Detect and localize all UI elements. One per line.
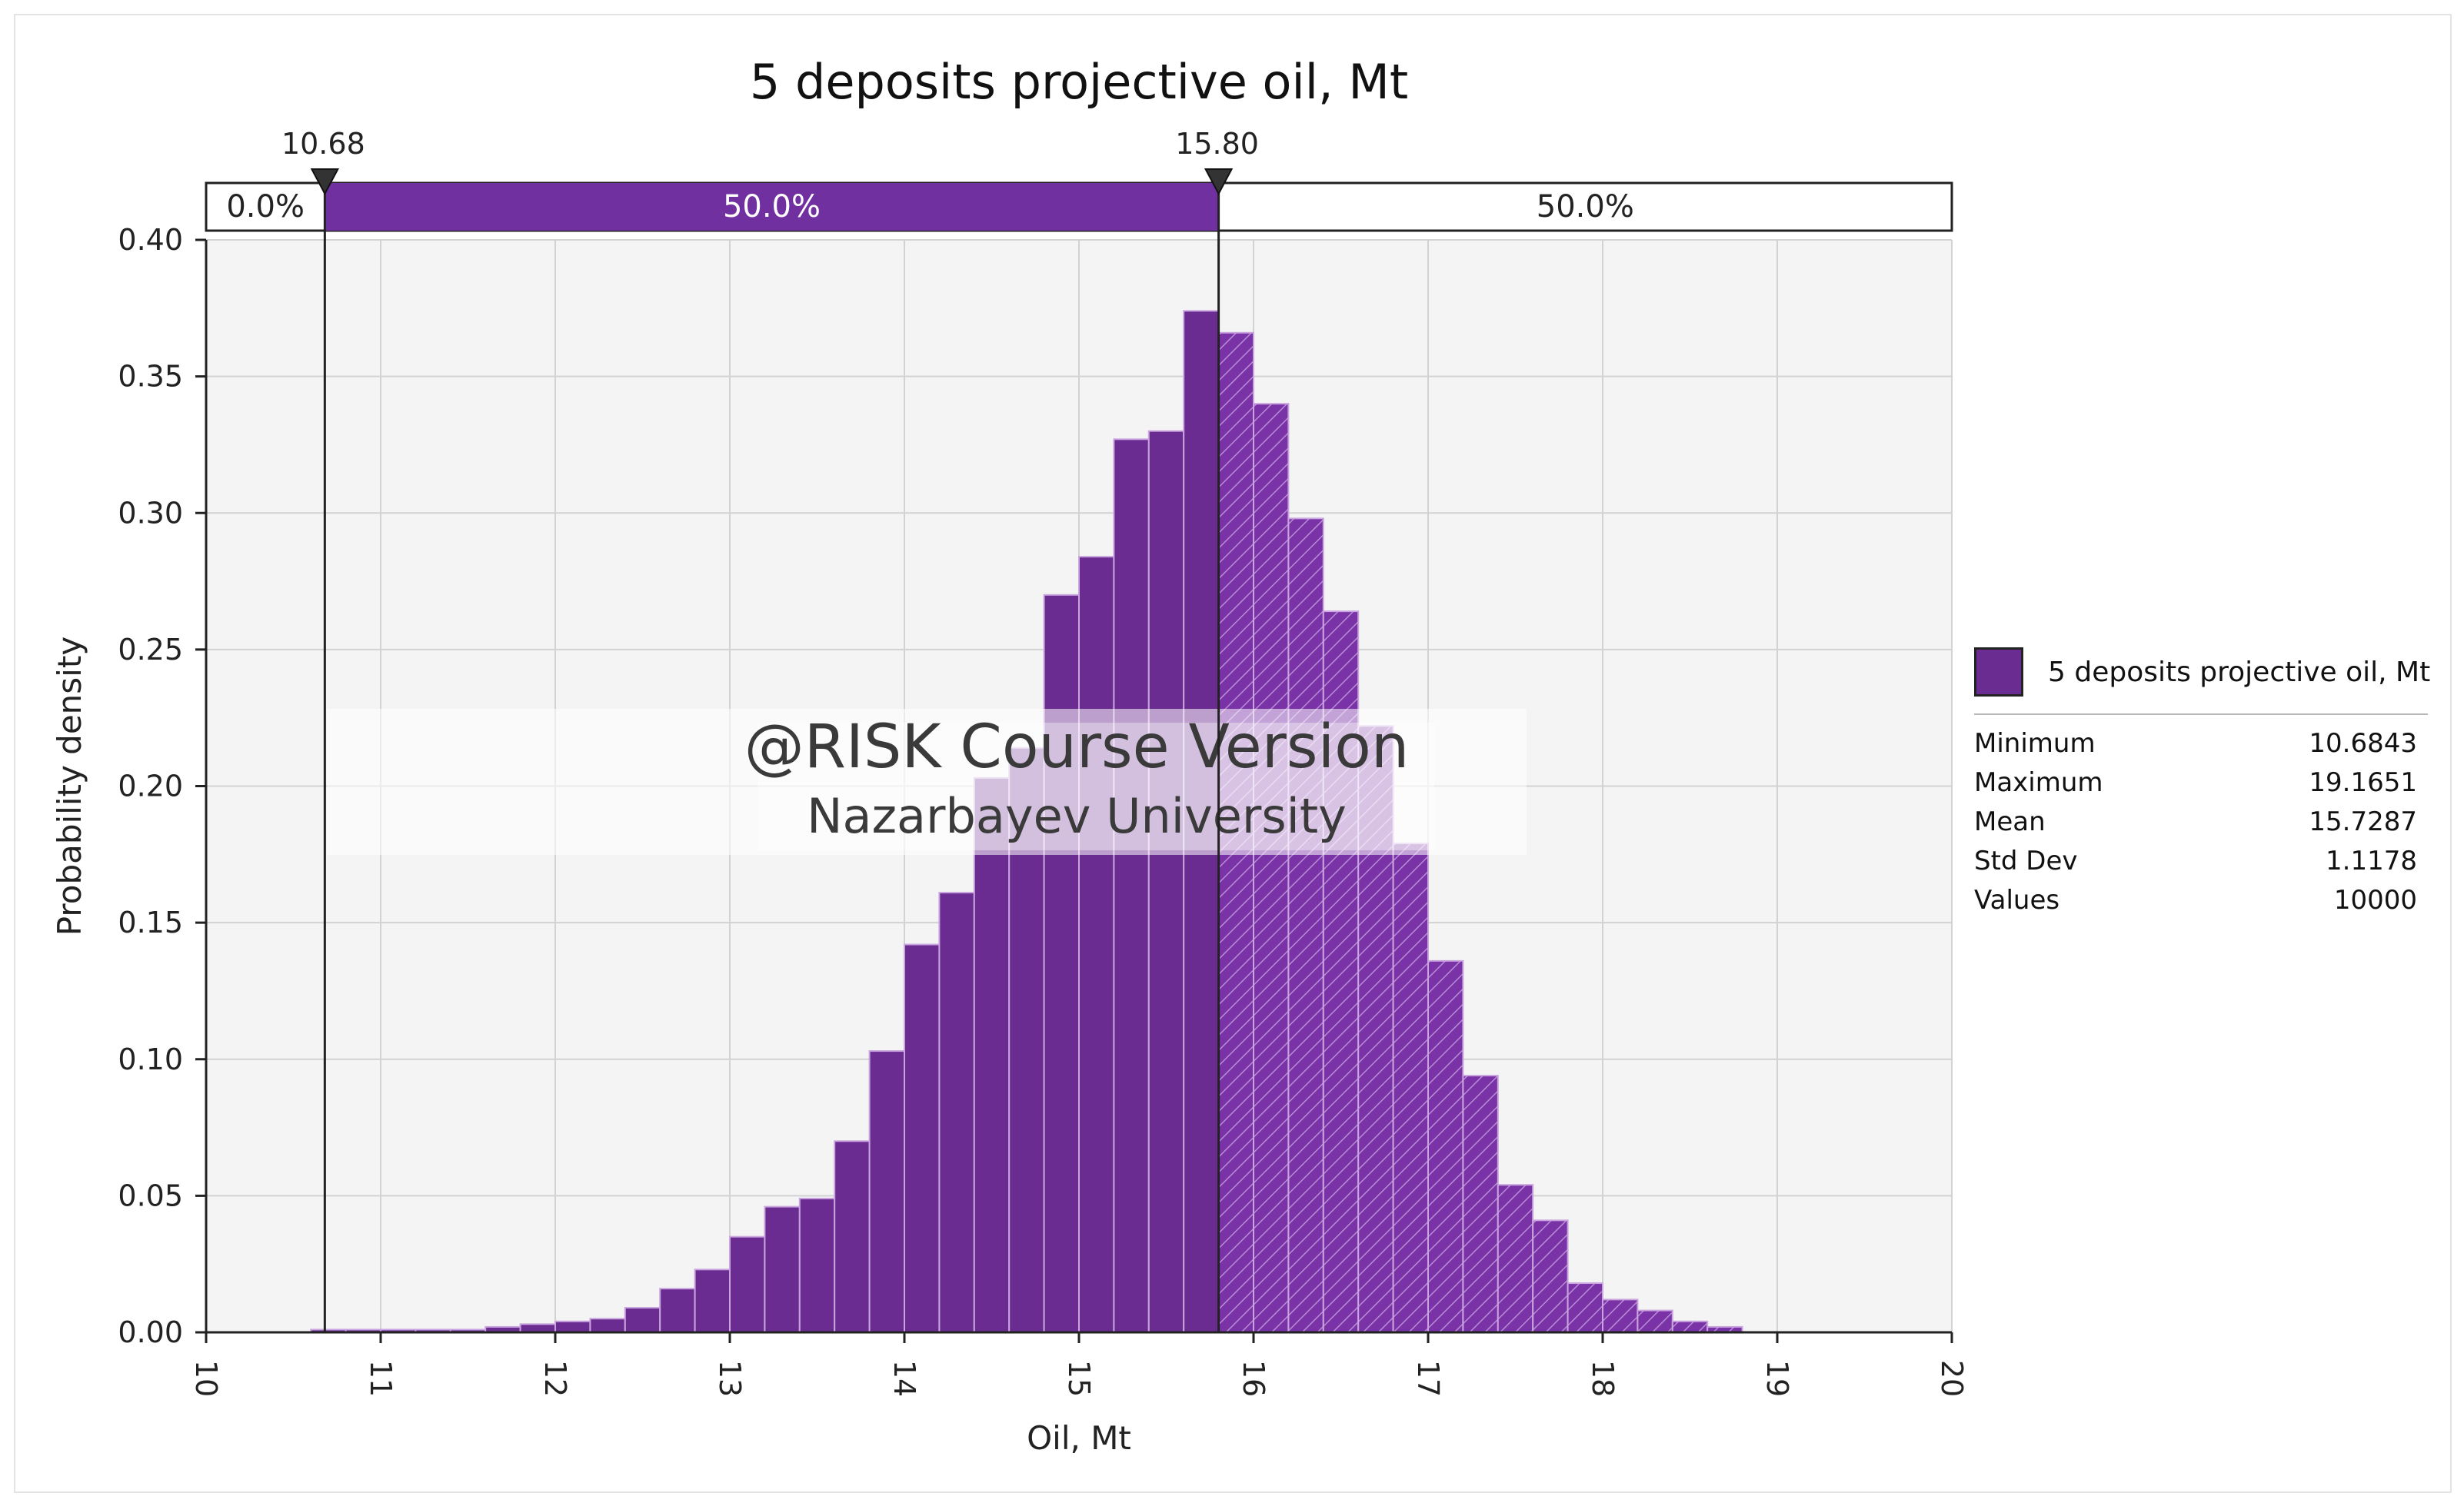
y-tick-label: 0.10 <box>118 1042 183 1076</box>
stat-label: Values <box>1974 885 2060 916</box>
histogram-bar <box>1462 1075 1499 1333</box>
stat-row-values: Values 10000 <box>1974 881 2417 920</box>
stat-label: Minimum <box>1974 728 2096 759</box>
legend-series-name: 5 deposits projective oil, Mt <box>2048 657 2431 688</box>
histogram-bar <box>973 776 1011 1333</box>
watermark-line2: Nazarbayev University <box>807 788 1347 844</box>
watermark: @RISK Course Version Nazarbayev Universi… <box>327 709 1527 855</box>
x-tick-label: 12 <box>538 1360 572 1397</box>
y-tick-label: 0.30 <box>118 496 183 530</box>
left-delimiter-handle-icon[interactable] <box>310 168 340 196</box>
stat-value: 10000 <box>2333 885 2417 916</box>
histogram-bar <box>659 1288 696 1334</box>
histogram-bar <box>1392 843 1429 1334</box>
delimiters: 10.68 15.80 <box>281 127 1259 1332</box>
x-tick-label: 18 <box>1586 1360 1620 1397</box>
y-tick-label: 0.20 <box>118 770 183 803</box>
x-tick-label: 19 <box>1760 1360 1794 1397</box>
x-tick-label: 16 <box>1237 1360 1270 1397</box>
stat-value: 1.1178 <box>2326 846 2417 876</box>
histogram-bar <box>904 943 941 1334</box>
x-tick-label: 11 <box>364 1360 398 1397</box>
x-tick-labels: 10 11 12 13 14 15 16 17 18 19 20 <box>189 1332 1969 1397</box>
histogram-bar <box>589 1318 626 1334</box>
delimiter-bar: 0.0% 50.0% 50.0% <box>205 181 1953 232</box>
histogram-bar <box>1671 1320 1709 1334</box>
right-delimiter-value: 15.80 <box>1175 127 1259 161</box>
histogram-bar <box>798 1197 836 1333</box>
stat-row-minimum: Minimum 10.6843 <box>1974 724 2417 763</box>
histogram-bar <box>764 1205 801 1333</box>
histogram-bar <box>938 892 975 1333</box>
histogram-bar <box>554 1320 591 1334</box>
x-tick-label: 15 <box>1062 1360 1096 1397</box>
stat-label: Std Dev <box>1974 846 2078 876</box>
y-tick-label: 0.25 <box>118 633 183 667</box>
histogram-bar <box>624 1307 661 1333</box>
histogram-bar <box>519 1323 556 1334</box>
y-tick-label: 0.35 <box>118 360 183 394</box>
histogram-bar <box>1602 1298 1639 1333</box>
y-tick-label: 0.05 <box>118 1179 183 1212</box>
x-tick-label: 14 <box>887 1360 921 1397</box>
histogram-bar <box>1567 1282 1603 1334</box>
histogram-bar <box>868 1050 905 1334</box>
histogram-bar <box>834 1140 871 1333</box>
chart-title: 5 deposits projective oil, Mt <box>750 54 1408 110</box>
x-axis-title: Oil, Mt <box>1027 1419 1131 1457</box>
histogram-bar <box>1147 430 1185 1333</box>
histogram-bar <box>694 1269 731 1333</box>
watermark-line1: @RISK Course Version <box>744 713 1410 782</box>
stat-value: 10.6843 <box>2309 728 2417 759</box>
delimiter-middle-region <box>325 183 1219 231</box>
x-tick-label: 13 <box>713 1360 747 1397</box>
histogram-bar <box>1637 1309 1673 1333</box>
y-tick-label: 0.00 <box>118 1315 183 1349</box>
delimiter-left-percent: 0.0% <box>226 189 305 224</box>
histogram-bar <box>1113 438 1150 1333</box>
histogram-bar <box>1253 403 1290 1333</box>
histogram-bar <box>1427 959 1464 1333</box>
stat-label: Maximum <box>1974 767 2103 798</box>
left-delimiter-value: 10.68 <box>281 127 365 161</box>
stat-value: 15.7287 <box>2309 806 2417 837</box>
stat-label: Mean <box>1974 806 2046 837</box>
delimiter-right-percent: 50.0% <box>1537 189 1634 224</box>
delimiter-middle-percent: 50.0% <box>723 189 821 224</box>
stat-row-mean: Mean 15.7287 <box>1974 803 2417 842</box>
stat-row-std-dev: Std Dev 1.1178 <box>1974 842 2417 881</box>
histogram-bar <box>1078 556 1115 1333</box>
histogram-bar <box>729 1235 766 1333</box>
x-tick-label: 20 <box>1935 1360 1969 1397</box>
stat-value: 19.1651 <box>2309 767 2417 798</box>
y-tick-label: 0.40 <box>118 223 183 257</box>
y-tick-label: 0.15 <box>118 906 183 939</box>
histogram-bar <box>1497 1184 1534 1334</box>
stats-table: Minimum 10.6843 Maximum 19.1651 Mean 15.… <box>1974 724 2417 920</box>
histogram-bar <box>1287 517 1324 1333</box>
legend-divider <box>1974 713 2428 715</box>
x-tick-label: 17 <box>1411 1360 1445 1397</box>
histogram-bar <box>1043 594 1080 1333</box>
watermark-band-inner <box>758 723 1434 850</box>
right-delimiter-handle-icon[interactable] <box>1204 168 1234 196</box>
histogram-bar <box>1532 1219 1569 1334</box>
legend-swatch <box>1974 647 2023 697</box>
y-tick-labels: 0.00 0.05 0.10 0.15 0.20 0.25 0.30 0.35 0.40 <box>118 223 206 1349</box>
y-axis-title: Probability density <box>51 637 88 936</box>
stat-row-maximum: Maximum 19.1651 <box>1974 763 2417 803</box>
watermark-band <box>327 709 1527 855</box>
x-tick-label: 10 <box>189 1360 223 1397</box>
